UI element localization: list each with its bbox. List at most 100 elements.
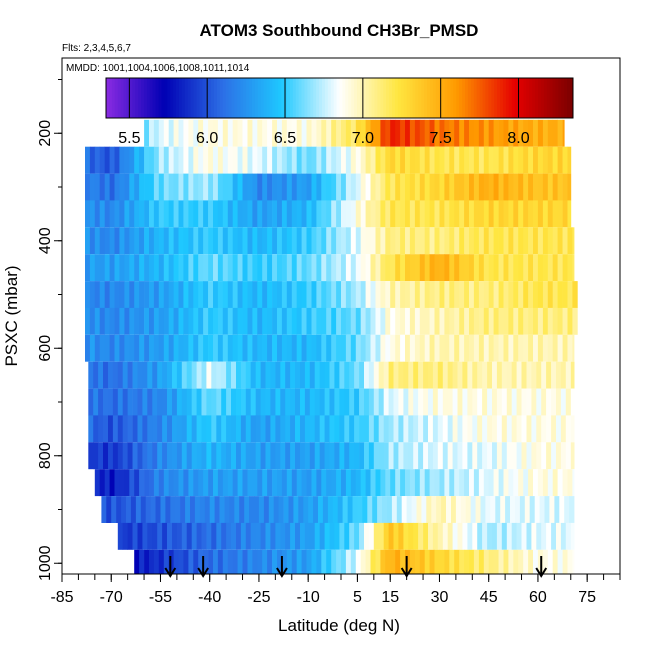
heatmap-cell	[222, 549, 229, 574]
heatmap-cell	[401, 496, 407, 523]
heatmap-cell	[255, 415, 261, 443]
heatmap-cell	[526, 522, 532, 550]
heatmap-cell	[267, 254, 273, 282]
heatmap-cell	[521, 361, 527, 389]
heatmap-cell	[242, 334, 248, 362]
heatmap-cell	[201, 388, 207, 416]
heatmap-cell	[552, 281, 558, 308]
heatmap-cell	[281, 549, 288, 574]
heatmap-cell	[324, 388, 330, 416]
colorbar-swatch	[249, 78, 253, 118]
heatmap-cell	[286, 254, 293, 282]
heatmap-cell	[551, 415, 557, 443]
heatmap-cell	[400, 469, 406, 497]
heatmap-cell	[518, 119, 524, 147]
heatmap-cell	[428, 361, 434, 389]
heatmap-cell	[526, 361, 532, 389]
heatmap-cell	[219, 496, 225, 523]
heatmap-cell	[217, 334, 224, 362]
heatmap-cell	[508, 469, 514, 497]
heatmap-cell	[562, 334, 568, 362]
heatmap-cell	[127, 442, 133, 470]
heatmap-cell	[459, 549, 465, 574]
heatmap-cell	[521, 388, 527, 416]
heatmap-cell	[434, 146, 440, 174]
heatmap-cell	[221, 522, 227, 550]
heatmap-cell	[551, 522, 557, 550]
heatmap-cell	[103, 361, 109, 389]
heatmap-cell	[245, 361, 252, 389]
colorbar-swatch	[289, 78, 294, 118]
heatmap-cell	[147, 361, 153, 389]
heatmap-cell	[455, 496, 462, 523]
heatmap-cell	[531, 522, 537, 550]
heatmap-cell	[336, 227, 342, 255]
heatmap-cell	[296, 281, 302, 308]
heatmap-cell	[188, 549, 194, 574]
heatmap-cell	[285, 415, 291, 443]
heatmap-cell	[114, 254, 120, 282]
heatmap-cell	[311, 254, 317, 282]
heatmap-cell	[191, 442, 197, 470]
heatmap-cell	[250, 388, 256, 416]
heatmap-cell	[267, 227, 273, 255]
heatmap-cell	[405, 549, 411, 574]
heatmap-cell	[429, 119, 435, 147]
heatmap-cell	[437, 415, 444, 443]
colorbar-swatch	[421, 78, 425, 118]
heatmap-cell	[432, 361, 439, 389]
heatmap-cell	[477, 415, 483, 443]
colorbar-swatch	[173, 78, 177, 118]
heatmap-cell	[178, 146, 184, 174]
heatmap-cell	[109, 254, 115, 282]
colorbar-swatch	[219, 78, 224, 118]
heatmap-cell	[457, 442, 463, 470]
colorbar-swatch	[126, 78, 130, 118]
heatmap-cell	[286, 227, 293, 255]
heatmap-cell	[267, 119, 273, 147]
heatmap-cell	[168, 173, 174, 201]
heatmap-cell	[116, 496, 122, 523]
heatmap-cell	[142, 388, 148, 416]
heatmap-cell	[245, 388, 252, 416]
heatmap-cell	[449, 281, 455, 308]
heatmap-cell	[144, 469, 150, 497]
heatmap-cell	[385, 254, 391, 282]
heatmap-cell	[236, 361, 242, 389]
heatmap-cell	[242, 173, 248, 201]
heatmap-cell	[337, 496, 343, 523]
colorbar-swatch	[123, 78, 127, 118]
heatmap-cell	[245, 522, 252, 550]
heatmap-cell	[231, 442, 237, 470]
heatmap-cell	[139, 334, 145, 362]
heatmap-cell	[331, 281, 337, 308]
heatmap-cell	[163, 334, 170, 362]
colorbar-swatch	[301, 78, 305, 118]
heatmap-cell	[135, 496, 142, 523]
heatmap-cell	[483, 469, 490, 497]
heatmap-cell	[528, 146, 534, 174]
heatmap-cell	[557, 254, 563, 282]
heatmap-cell	[277, 254, 283, 282]
heatmap-cell	[265, 361, 271, 389]
heatmap-cell	[546, 361, 552, 389]
heatmap-cell	[267, 200, 273, 228]
heatmap-cell	[181, 361, 188, 389]
heatmap-cell	[185, 496, 191, 523]
heatmap-cell	[109, 281, 115, 308]
heatmap-cell	[537, 334, 544, 362]
heatmap-cell	[163, 549, 170, 574]
heatmap-cell	[528, 469, 534, 497]
heatmap-cell	[434, 119, 440, 147]
heatmap-cell	[464, 146, 470, 174]
heatmap-cell	[180, 496, 186, 523]
heatmap-cell	[385, 146, 391, 174]
heatmap-cell	[542, 254, 549, 282]
heatmap-cell	[119, 146, 125, 174]
heatmap-cell	[196, 361, 202, 389]
heatmap-cell	[544, 496, 550, 523]
heatmap-cell	[137, 361, 143, 389]
heatmap-cell	[400, 307, 406, 335]
colorbar-swatch	[473, 78, 478, 118]
heatmap-cell	[89, 200, 96, 228]
